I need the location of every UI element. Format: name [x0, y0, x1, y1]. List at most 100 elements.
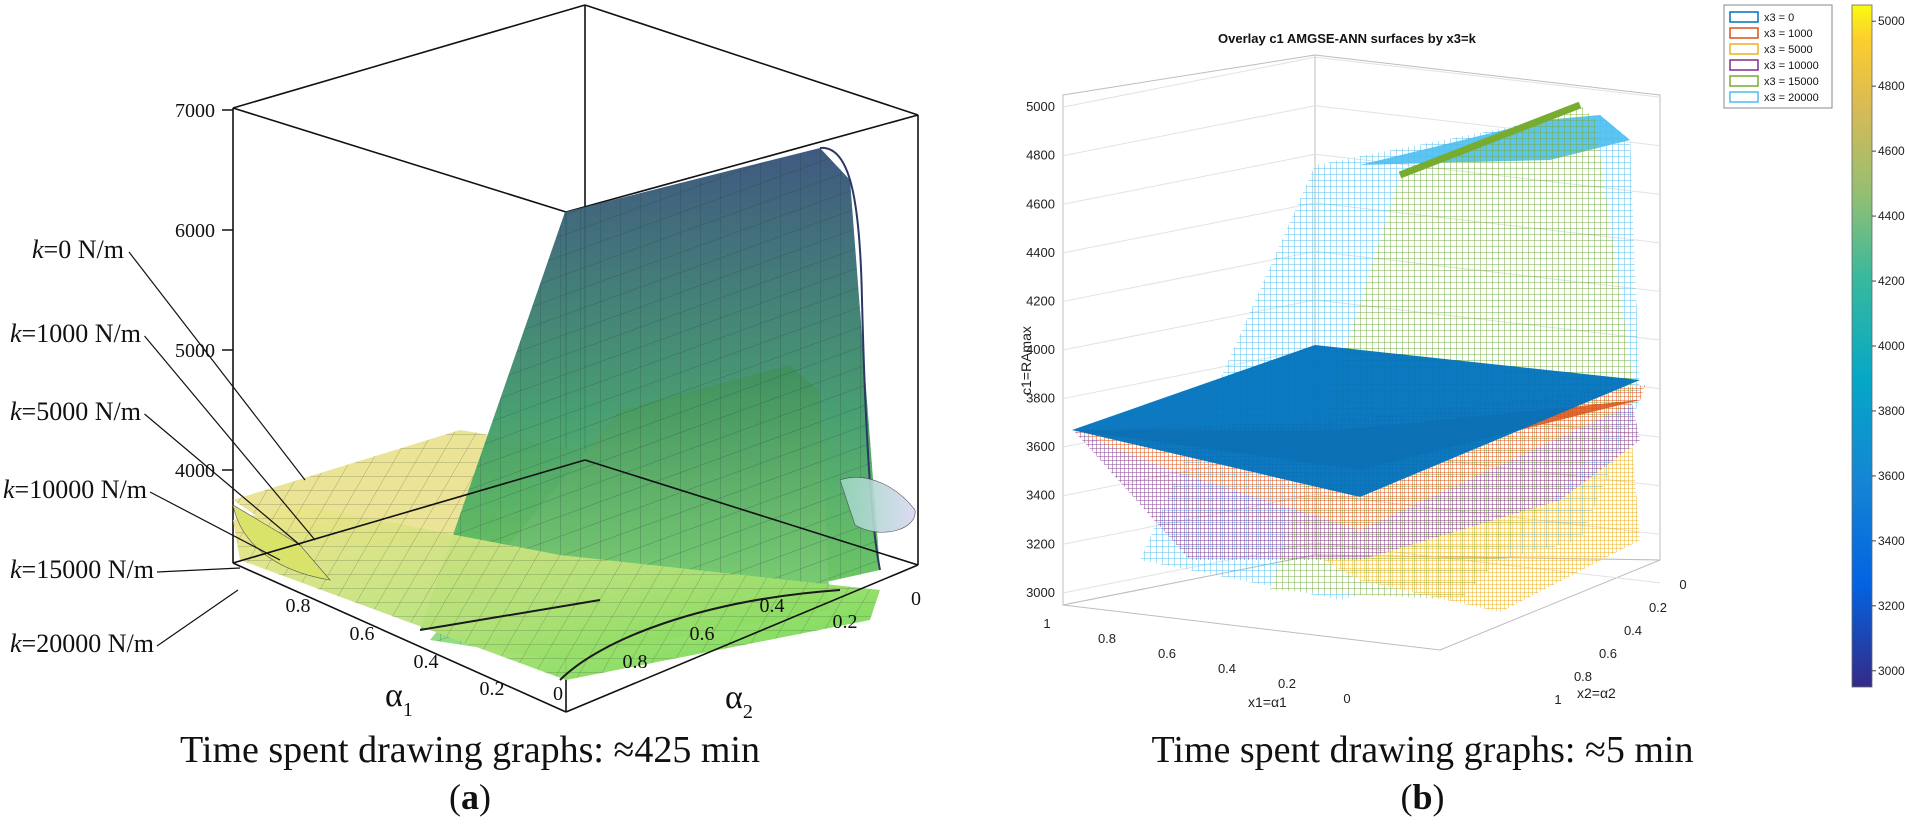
caption-time-b: Time spent drawing graphs: ≈5 min — [1151, 729, 1694, 771]
grid-line — [1062, 56, 1316, 108]
alpha1-tick-label: 0.4 — [414, 651, 439, 673]
z-axis-ticks-b: 5000 4800 4600 4400 4200 4000 3800 3600 3400 3200… — [1026, 99, 1055, 600]
colorbar-tick-label: 4200 — [1878, 274, 1905, 288]
k-leader-line — [156, 567, 241, 573]
alpha2-axis-ticks: 0.8 0.6 0.4 0.2 0 — [623, 588, 922, 673]
x1-tick-label: 0.8 — [1098, 631, 1116, 646]
z-tick-label: 4800 — [1026, 148, 1055, 163]
x1-axis-label-b: x1=α1 — [1248, 694, 1287, 710]
k-leader-line — [144, 335, 316, 541]
colorbar-tick-label: 4400 — [1878, 209, 1905, 223]
surface-lobe-right — [839, 477, 916, 533]
legend-label: x3 = 0 — [1764, 12, 1794, 24]
colorbar-tick-label: 4600 — [1878, 144, 1905, 158]
k-leader-line — [128, 251, 306, 481]
z-tick-label: 4200 — [1026, 293, 1055, 308]
alpha1-axis-ticks: 0.8 0.6 0.4 0.2 0 — [286, 595, 564, 705]
grid-line — [1062, 250, 1316, 302]
panel-a: 7000 6000 5000 4000 0.8 0.6 0.4 0.2 0 0.8 0.6 0.4… — [0, 0, 940, 824]
colorbar-tick-label: 3800 — [1878, 404, 1905, 418]
legend-b: x3 = 0 x3 = 1000 x3 = 5000 x3 = 10000 x3 = 1… — [1723, 4, 1833, 109]
legend-swatch — [1729, 27, 1759, 39]
legend-swatch — [1729, 75, 1759, 87]
z-axis-label-b: c1=RAmax — [1018, 326, 1034, 395]
colorbar-tick-label: 3400 — [1878, 534, 1905, 548]
x2-tick-label: 0.8 — [1574, 669, 1592, 684]
k-label: k=20000 N/m — [10, 629, 154, 658]
y-axis-label-a: α2 — [725, 679, 753, 723]
colorbar-tick-label: 5000 — [1878, 14, 1905, 28]
k-leader-line — [156, 589, 239, 647]
z-tick-label: 3200 — [1026, 536, 1055, 551]
k-leader-line — [149, 491, 281, 561]
z-tick-label: 4000 — [175, 460, 215, 482]
z-tick-label: 4600 — [1026, 196, 1055, 211]
x2-tick-label: 0.2 — [1649, 600, 1667, 615]
alpha2-tick-label: 0.4 — [760, 595, 785, 617]
alpha1-tick-label: 0.8 — [286, 595, 311, 617]
z-tick-label: 3800 — [1026, 391, 1055, 406]
k-leader-line — [144, 413, 301, 546]
alpha1-tick-label: 0 — [553, 683, 563, 705]
k-label: k=10000 N/m — [3, 475, 147, 504]
x2-axis-label-b: x2=α2 — [1577, 685, 1616, 701]
legend-swatch — [1729, 91, 1759, 103]
grid-line — [1062, 105, 1316, 157]
z-axis-ticks-a: 7000 6000 5000 4000 — [175, 100, 233, 482]
legend-label: x3 = 5000 — [1764, 44, 1813, 56]
k-label: k=0 N/m — [32, 235, 124, 264]
z-tick-label: 5000 — [175, 340, 215, 362]
z-tick-label: 3400 — [1026, 488, 1055, 503]
alpha2-tick-label: 0.6 — [690, 623, 715, 645]
z-tick-label: 4400 — [1026, 245, 1055, 260]
x2-tick-label: 0 — [1679, 577, 1686, 592]
x-axis-label-a: α1 — [385, 677, 413, 721]
legend-label: x3 = 1000 — [1764, 28, 1813, 40]
panel-b: Overlay c1 AMGSE-ANN surfaces by x3=k 50… — [940, 0, 1905, 824]
z-tick-label: 7000 — [175, 100, 215, 122]
legend-swatch — [1729, 59, 1759, 71]
z-tick-label: 5000 — [1026, 99, 1055, 114]
chart-title-b: Overlay c1 AMGSE-ANN surfaces by x3=k — [1218, 31, 1477, 46]
colorbar-tick-label: 3000 — [1878, 664, 1905, 678]
surface-plot-b: Overlay c1 AMGSE-ANN surfaces by x3=k 50… — [1018, 4, 1905, 710]
legend-swatch — [1729, 43, 1759, 55]
caption-label-b: (b) — [1400, 777, 1445, 817]
k-label: k=5000 N/m — [10, 397, 141, 426]
colorbar-tick-label: 4000 — [1878, 339, 1905, 353]
x2-tick-label: 0.4 — [1624, 623, 1642, 638]
z-tick-label: 4000 — [1026, 342, 1055, 357]
colorbar-tick-label: 3200 — [1878, 599, 1905, 613]
surface-plot-a: 7000 6000 5000 4000 0.8 0.6 0.4 0.2 0 0.8 0.6 0.4… — [3, 4, 922, 723]
alpha2-tick-label: 0.2 — [833, 611, 858, 633]
z-tick-label: 3600 — [1026, 439, 1055, 454]
caption-time-a: Time spent drawing graphs: ≈425 min — [180, 729, 760, 771]
legend-label: x3 = 20000 — [1764, 92, 1819, 104]
grid-line — [1314, 56, 1661, 98]
colorbar-tick-label: 4800 — [1878, 79, 1905, 93]
k-label: k=15000 N/m — [10, 555, 154, 584]
alpha1-tick-label: 0.2 — [480, 678, 505, 700]
z-tick-label: 3000 — [1026, 585, 1055, 600]
x1-tick-label: 0 — [1343, 691, 1350, 706]
x2-tick-label: 1 — [1554, 692, 1561, 707]
grid-line — [1062, 202, 1316, 254]
caption-label-a: (a) — [449, 777, 491, 817]
grid-line — [1062, 153, 1316, 205]
legend-swatch — [1729, 11, 1759, 23]
alpha2-tick-label: 0 — [911, 588, 921, 610]
x2-axis-ticks-b: 0 0.2 0.4 0.6 0.8 1 — [1554, 577, 1686, 707]
k-label: k=1000 N/m — [10, 319, 141, 348]
surface-x3-0 — [1072, 345, 1640, 497]
alpha1-tick-label: 0.6 — [350, 623, 375, 645]
x1-tick-label: 1 — [1043, 616, 1050, 631]
colorbar-b: 5000 4800 4600 4400 4200 4000 3800 3600 3400 3200… — [1851, 4, 1905, 688]
k-labels: k=0 N/m k=1000 N/m k=5000 N/m k=10000 N/m k=… — [3, 235, 316, 658]
x1-axis-ticks-b: 1 0.8 0.6 0.4 0.2 0 — [1043, 616, 1350, 706]
colorbar-tick-label: 3600 — [1878, 469, 1905, 483]
z-tick-label: 6000 — [175, 220, 215, 242]
x2-tick-label: 0.6 — [1599, 646, 1617, 661]
x1-tick-label: 0.2 — [1278, 676, 1296, 691]
alpha2-tick-label: 0.8 — [623, 651, 648, 673]
legend-label: x3 = 10000 — [1764, 60, 1819, 72]
